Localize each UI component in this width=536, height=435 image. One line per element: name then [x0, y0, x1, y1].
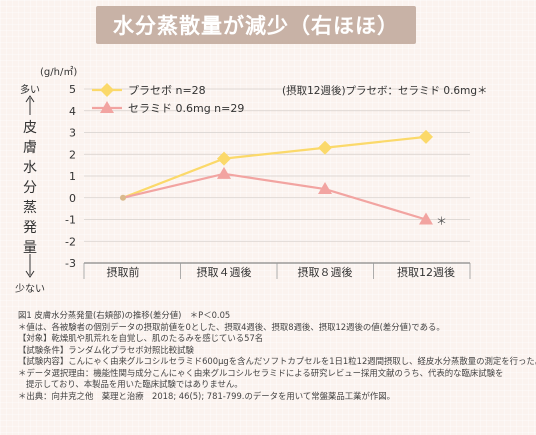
- axes: 5 4 3 2 1 0 -1 -2 -3 摂取前 摂取４週後 摂取８週後 摂取12週後 (g/h/㎡)多い…: [15, 66, 455, 295]
- line-chart: 5 4 3 2 1 0 -1 -2 -3 摂取前 摂取４週後 摂取８週後 摂取12週後 (g/h/㎡)多い…: [15, 66, 487, 295]
- data-point: [318, 182, 332, 195]
- data-point: [217, 151, 231, 166]
- note-line: 図1 皮膚水分蒸発量(右頬部)の推移(差分値) ＊P＜0.05: [18, 310, 231, 320]
- note-line: ＊データ選択理由：機能性関与成分こんにゃく由来グルコシルセラミドによる研究レビュ…: [18, 367, 504, 378]
- y-axis-label-char: 分: [23, 180, 37, 196]
- chart-title: 水分蒸散量が減少（右ほほ）: [96, 6, 416, 44]
- y-tick-label: -1: [65, 214, 76, 227]
- y-arrow-down-head: [25, 270, 35, 278]
- note-line: 提示しており、本製品を用いた臨床試験ではありません。: [26, 379, 243, 389]
- annotation: (摂取12週後)プラセボ：セラミド 0.6mg＊: [282, 84, 487, 97]
- y-axis-label-char: 膚: [23, 140, 37, 156]
- y-tick-label: 5: [69, 83, 76, 96]
- y-tick-label: -3: [65, 257, 76, 270]
- data-point: [318, 140, 332, 155]
- y-axis-label-char: 蒸: [23, 200, 37, 216]
- data-point: [419, 212, 433, 225]
- x-tick-label: 摂取前: [107, 265, 140, 279]
- series-line: [122, 135, 427, 199]
- series-line: [122, 172, 427, 221]
- series: ＊: [120, 129, 447, 228]
- note-line: ＊出典：向井克之他 薬理と治療 2018; 46(5); 781-799.のデー…: [18, 390, 395, 401]
- note-line: 【試験条件】ランダム化プラセボ対照比較試験: [18, 344, 194, 355]
- y-tick-label: 3: [69, 127, 76, 140]
- y-axis-label-char: 量: [23, 240, 37, 256]
- y-tick-label: 0: [69, 192, 76, 205]
- y-axis-label-char: 皮: [23, 120, 37, 136]
- legend-label: プラセボ n=28: [128, 84, 206, 97]
- note-line: ＊値は、各被験者の個別データの摂取前値を0とした、摂取4週後、摂取8週後、摂取1…: [18, 321, 445, 332]
- legend: プラセボ n=28 セラミド 0.6mg n=29 (摂取12週後)プラセボ：セラミ…: [92, 83, 487, 115]
- note-line: 【対象】乾燥肌や肌荒れを自覚し、肌のたるみを感じている57名: [18, 333, 264, 343]
- data-point: [100, 83, 114, 97]
- y-tick-label: 1: [69, 170, 76, 183]
- unit-label: (g/h/㎡): [40, 66, 77, 78]
- x-tick-label: 摂取８週後: [298, 265, 353, 279]
- grid: [83, 88, 471, 279]
- y-top-label: 多い: [20, 83, 40, 96]
- footnotes: 図1 皮膚水分蒸発量(右頬部)の推移(差分値) ＊P＜0.05 ＊値は、各被験者…: [18, 310, 536, 402]
- y-tick-label: -2: [65, 235, 76, 248]
- origin-point: [120, 194, 126, 201]
- y-axis-label-char: 発: [23, 220, 37, 236]
- data-point: [100, 101, 114, 113]
- y-tick-label: 2: [69, 148, 76, 161]
- data-point: [217, 166, 231, 179]
- y-arrow-up-head: [25, 95, 35, 103]
- y-tick-label: 4: [69, 105, 76, 118]
- note-line: 【試験内容】こんにゃく由来グルコシルセラミド600μgを含んだソフトカプセルを1…: [18, 356, 536, 366]
- y-bottom-label: 少ない: [15, 283, 45, 295]
- significance-mark: ＊: [436, 215, 447, 228]
- data-point: [419, 129, 433, 144]
- x-tick-label: 摂取12週後: [397, 265, 455, 279]
- legend-label: セラミド 0.6mg n=29: [128, 102, 244, 115]
- y-axis-label-char: 水: [23, 160, 37, 176]
- x-tick-label: 摂取４週後: [197, 265, 252, 279]
